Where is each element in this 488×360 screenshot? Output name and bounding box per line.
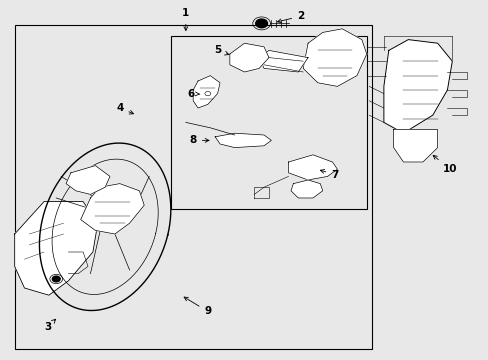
Text: 4: 4 — [116, 103, 133, 114]
Text: 5: 5 — [214, 45, 228, 55]
Bar — [15, 25, 371, 349]
Text: 6: 6 — [187, 89, 200, 99]
Text: 1: 1 — [182, 8, 189, 18]
Polygon shape — [15, 202, 98, 295]
Text: 8: 8 — [189, 135, 208, 145]
Text: 3: 3 — [44, 319, 56, 332]
Polygon shape — [193, 76, 220, 108]
Polygon shape — [290, 180, 322, 198]
Polygon shape — [383, 40, 451, 133]
Polygon shape — [259, 50, 307, 72]
Circle shape — [255, 19, 267, 28]
Polygon shape — [229, 43, 268, 72]
Polygon shape — [66, 166, 110, 194]
Text: 2: 2 — [277, 11, 304, 23]
Polygon shape — [215, 133, 271, 148]
Circle shape — [52, 276, 60, 282]
Text: 10: 10 — [432, 156, 456, 174]
Polygon shape — [81, 184, 144, 234]
Text: 7: 7 — [320, 170, 338, 180]
Text: 9: 9 — [184, 297, 211, 316]
Polygon shape — [393, 130, 437, 162]
Polygon shape — [303, 29, 366, 86]
Polygon shape — [288, 155, 337, 180]
Bar — [171, 36, 366, 209]
